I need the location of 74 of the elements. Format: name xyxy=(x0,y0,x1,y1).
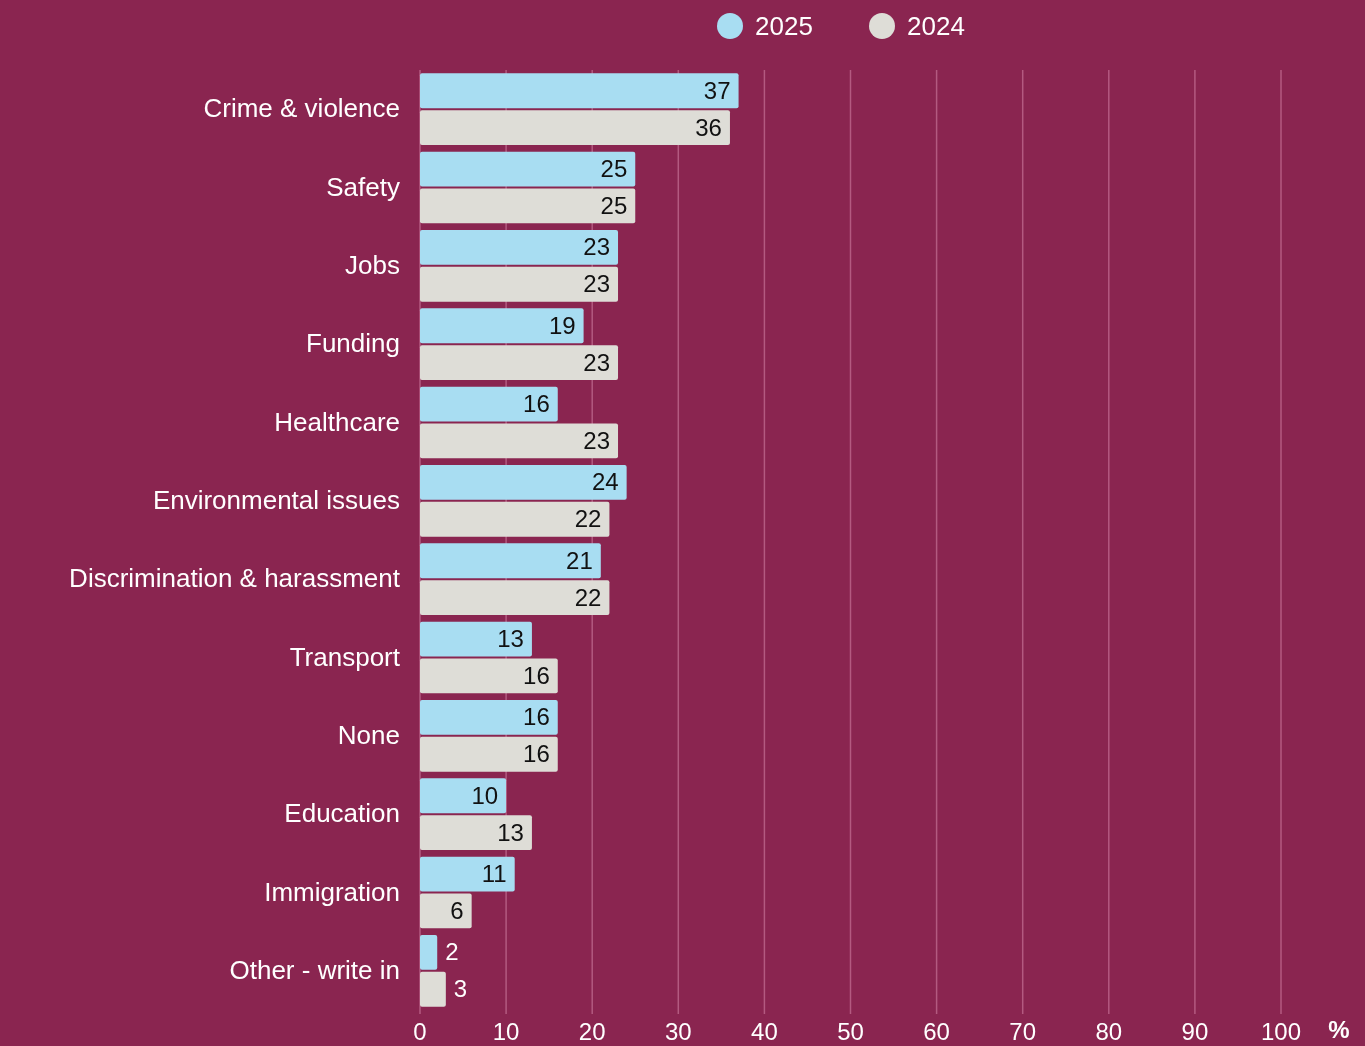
x-tick-label: 10 xyxy=(492,1018,520,1045)
bar xyxy=(420,386,558,422)
data-label: 22 xyxy=(574,583,602,611)
bar xyxy=(420,971,446,1007)
bar xyxy=(420,658,558,694)
bar xyxy=(420,778,507,814)
x-tick-label: 40 xyxy=(751,1018,778,1045)
bar xyxy=(420,465,627,500)
data-label: 19 xyxy=(548,311,576,339)
data-label: 2 xyxy=(445,938,459,966)
x-tick-label: 50 xyxy=(837,1018,864,1045)
x-tick-label: 30 xyxy=(664,1018,692,1045)
bar xyxy=(420,501,610,537)
y-tick-label: None xyxy=(337,719,400,750)
data-label: 22 xyxy=(574,505,602,533)
y-tick-label: Environmental issues xyxy=(152,484,400,515)
data-label: 13 xyxy=(497,625,524,653)
x-tick-label: 90 xyxy=(1181,1018,1209,1045)
bar xyxy=(420,345,619,380)
y-tick-label: Safety xyxy=(326,171,400,202)
bar xyxy=(420,110,730,145)
y-tick-label: Crime & violence xyxy=(203,93,400,124)
data-label: 23 xyxy=(583,233,611,261)
y-tick-label: Transport xyxy=(289,641,401,672)
data-label: 6 xyxy=(450,896,464,924)
x-tick-label: 70 xyxy=(1009,1018,1037,1045)
bar xyxy=(420,308,584,344)
data-label: 24 xyxy=(591,468,619,496)
data-label: 25 xyxy=(600,155,628,183)
bar xyxy=(420,423,619,459)
data-label: 16 xyxy=(523,661,550,689)
y-tick-label: Discrimination & harassment xyxy=(69,563,401,594)
x-axis-title: % xyxy=(1328,1016,1350,1043)
data-label: 23 xyxy=(583,270,611,298)
data-label: 10 xyxy=(471,781,499,809)
data-label: 36 xyxy=(695,113,722,141)
x-tick-label: 80 xyxy=(1095,1018,1123,1045)
data-label: 16 xyxy=(523,703,550,731)
data-label: 23 xyxy=(583,348,611,376)
data-label: 16 xyxy=(523,390,550,418)
data-label: 16 xyxy=(523,740,550,768)
bar xyxy=(420,266,619,302)
bar xyxy=(420,893,472,929)
bar xyxy=(420,815,532,850)
bar xyxy=(420,935,438,970)
bar xyxy=(420,736,558,772)
data-label: 21 xyxy=(566,546,593,574)
data-label: 25 xyxy=(600,191,628,219)
x-tick-label: 0 xyxy=(413,1018,427,1045)
x-tick-label: 60 xyxy=(923,1018,950,1045)
bar xyxy=(420,700,558,735)
data-label: 37 xyxy=(703,76,731,104)
bar xyxy=(420,230,619,265)
y-tick-label: Funding xyxy=(306,328,400,359)
x-tick-label: 100 xyxy=(1260,1018,1302,1045)
bar xyxy=(420,621,532,657)
bar xyxy=(420,580,610,615)
y-tick-label: Immigration xyxy=(264,876,400,907)
data-label: 23 xyxy=(583,426,611,454)
bar xyxy=(420,188,636,224)
bar xyxy=(420,73,739,109)
bar xyxy=(420,856,515,892)
y-tick-label: Jobs xyxy=(345,249,400,280)
bar xyxy=(420,151,636,187)
bar xyxy=(420,543,601,579)
y-tick-label: Healthcare xyxy=(274,406,400,437)
legend-label: 2025 xyxy=(755,11,813,41)
data-label: 3 xyxy=(453,975,468,1003)
legend-label: 2024 xyxy=(907,11,965,41)
y-tick-label: Other - write in xyxy=(229,954,400,985)
data-label: 11 xyxy=(481,860,507,888)
data-label: 13 xyxy=(497,818,524,846)
y-tick-label: Education xyxy=(284,798,400,829)
x-tick-label: 20 xyxy=(578,1018,606,1045)
